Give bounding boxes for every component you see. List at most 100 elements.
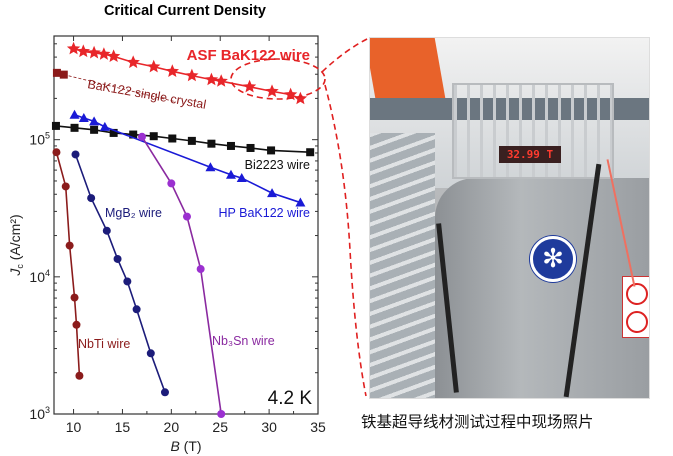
data-point-square — [149, 132, 158, 141]
data-point-circle — [71, 150, 80, 159]
data-point-circle — [167, 179, 176, 188]
y-tick-label: 104 — [29, 268, 50, 285]
data-point-circle — [65, 241, 74, 250]
data-point-circle — [196, 265, 205, 274]
y-tick-base: 10 — [29, 406, 45, 422]
data-point-square — [168, 134, 177, 143]
series-label: BaK122 single crystal — [86, 77, 207, 112]
data-point-triangle — [205, 162, 216, 172]
data-point-star — [242, 79, 257, 93]
data-point-circle — [72, 320, 81, 329]
data-point-triangle — [99, 121, 110, 131]
x-axis-label-unit: (T) — [180, 438, 202, 454]
x-tick-label: 25 — [212, 419, 228, 435]
data-point-triangle — [69, 109, 80, 119]
data-point-square — [51, 121, 60, 130]
y-tick-label: 103 — [29, 405, 50, 422]
x-tick-label: 20 — [164, 419, 180, 435]
data-point-star — [87, 45, 101, 59]
data-point-circle — [52, 148, 61, 157]
warning-sign-icon — [622, 276, 649, 338]
data-point-circle — [102, 226, 111, 235]
data-point-triangle — [78, 112, 89, 122]
series-mgb-wire: MgB₂ wire — [71, 150, 169, 397]
data-point-star — [126, 55, 140, 69]
data-point-circle — [146, 349, 155, 358]
data-point-square — [306, 148, 315, 157]
data-point-circle — [70, 293, 79, 302]
data-point-star — [204, 72, 219, 86]
y-axis-label: Jc (A/cm²) — [7, 214, 25, 276]
data-point-circle — [75, 371, 84, 380]
x-tick-label: 35 — [310, 419, 326, 435]
magnet-lab-photo: 32.99 T — [369, 37, 650, 399]
data-point-star — [284, 87, 298, 101]
series-nbti-wire: NbTi wire — [52, 148, 130, 380]
data-point-square — [109, 128, 118, 137]
series-line — [74, 154, 166, 393]
x-tick-label: 10 — [66, 419, 82, 435]
single-crystal-trend-line — [63, 74, 175, 102]
data-point-star — [214, 74, 228, 87]
series-label: Bi2223 wire — [245, 158, 310, 172]
y-axis-label-sub: c — [15, 264, 25, 269]
series-label: ASF BaK122 wire — [187, 47, 310, 64]
series-line — [55, 152, 81, 376]
x-tick-label: 30 — [261, 419, 277, 435]
data-point-square — [52, 68, 61, 77]
series-bak122-single-crystal: BaK122 single crystal — [52, 68, 207, 112]
data-point-square — [267, 146, 276, 155]
y-tick-exponent: 5 — [45, 131, 50, 141]
data-point-circle — [217, 410, 226, 418]
connector-line-bottom — [324, 84, 367, 397]
field-display: 32.99 T — [499, 146, 561, 163]
y-tick-base: 10 — [29, 132, 45, 148]
data-point-triangle — [295, 197, 306, 207]
data-point-circle — [61, 182, 70, 191]
y-tick-exponent: 3 — [45, 405, 50, 415]
data-point-square — [129, 130, 138, 139]
series-hp-bak122-wire: HP BaK122 wire — [69, 109, 311, 220]
photo-stairs — [370, 133, 435, 398]
series-line — [141, 136, 222, 415]
photo-cage — [452, 83, 614, 179]
y-tick-label: 105 — [29, 131, 50, 148]
data-point-star — [66, 41, 81, 55]
data-point-circle — [138, 132, 146, 141]
photo-magnet-housing — [435, 178, 649, 398]
data-point-circle — [160, 388, 169, 397]
y-tick-base: 10 — [29, 269, 45, 285]
plot-frame — [53, 35, 319, 415]
data-point-star — [97, 47, 111, 60]
data-point-square — [90, 125, 99, 134]
data-point-circle — [113, 254, 122, 263]
photo-crane — [370, 38, 446, 98]
data-point-square — [207, 139, 216, 148]
data-point-circle — [123, 277, 132, 286]
chart-title: Critical Current Density — [104, 3, 266, 19]
data-point-star — [185, 68, 199, 82]
series-nb-sn-wire: Nb₃Sn wire — [138, 132, 275, 418]
data-point-star — [147, 59, 161, 73]
x-axis-label: B (T) — [170, 438, 201, 454]
data-point-square — [226, 141, 235, 150]
data-point-triangle — [236, 173, 247, 183]
connector-line-top — [321, 37, 370, 73]
highlight-ellipse — [230, 58, 326, 100]
series-bi2223-wire: Bi2223 wire — [51, 121, 315, 172]
y-tick-exponent: 4 — [45, 268, 50, 278]
data-point-circle — [182, 212, 191, 221]
data-point-triangle — [267, 188, 278, 198]
series-label: HP BaK122 wire — [219, 206, 311, 220]
data-point-triangle — [89, 116, 100, 126]
y-axis-label-var: J — [7, 268, 23, 277]
series-label: Nb₃Sn wire — [212, 334, 275, 348]
data-point-star — [76, 44, 90, 58]
temperature-annotation: 4.2 K — [268, 388, 313, 409]
cas-logo-icon — [530, 236, 576, 282]
data-point-square — [246, 143, 255, 152]
data-point-square — [70, 123, 79, 132]
data-point-square — [59, 70, 68, 79]
data-point-star — [107, 49, 121, 62]
